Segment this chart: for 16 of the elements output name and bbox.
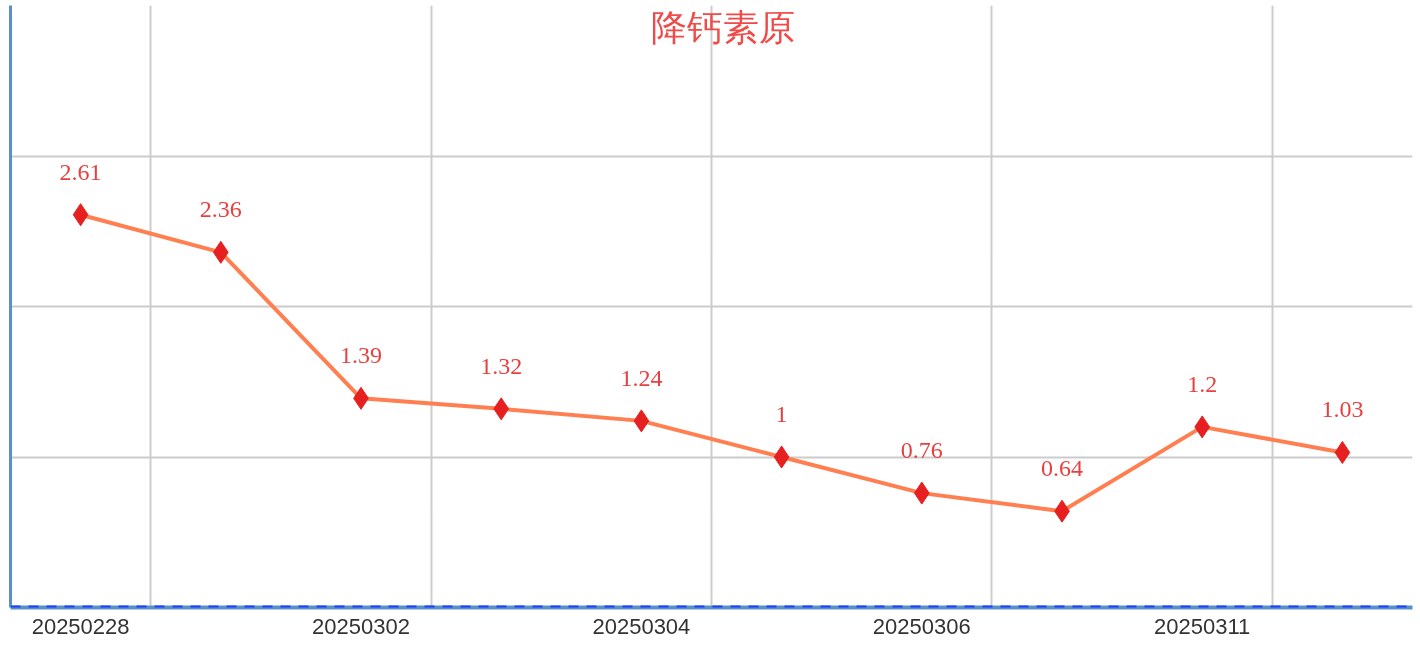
- data-label: 1.24: [620, 364, 663, 391]
- data-label: 0.76: [900, 437, 943, 464]
- data-label: 1.32: [480, 352, 523, 379]
- data-label: 1: [775, 401, 788, 427]
- x-tick-label: 20250302: [312, 613, 410, 639]
- x-tick-label: 20250306: [872, 613, 971, 639]
- data-label: 2.36: [199, 196, 242, 223]
- chart-title: 降钙素原: [650, 6, 795, 48]
- x-tick-label: 20250304: [592, 613, 691, 639]
- data-label: 1.2: [1187, 370, 1218, 397]
- x-tick-label: 20250311: [1154, 613, 1251, 639]
- data-label: 1.39: [340, 342, 382, 369]
- data-label: 2.61: [59, 158, 102, 185]
- x-tick-label: 20250228: [31, 613, 130, 639]
- data-label: 1.03: [1321, 396, 1364, 423]
- data-label: 0.64: [1041, 455, 1083, 482]
